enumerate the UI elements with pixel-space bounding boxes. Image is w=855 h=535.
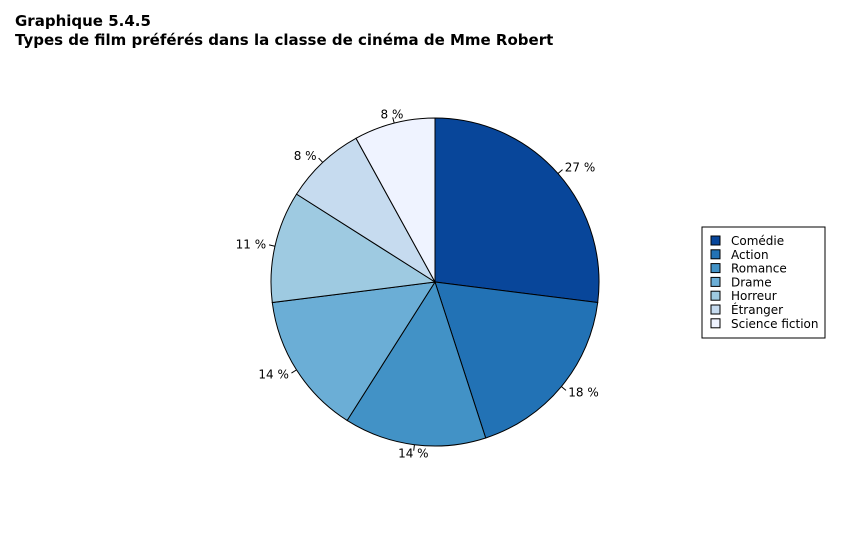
legend-label-etranger: Étranger [731, 302, 783, 317]
value-label-romance: 14 % [398, 447, 429, 461]
leader-line-drame [291, 369, 297, 374]
legend-swatch-drame [710, 276, 721, 287]
leader-line-comedie [557, 169, 563, 174]
legend-swatch-comedie [710, 235, 721, 246]
chart-header: Graphique 5.4.5 Types de film préférés d… [15, 12, 553, 50]
legend-swatch-action [710, 249, 721, 260]
value-label-etranger: 8 % [294, 149, 317, 163]
legend-label-drame: Drame [731, 275, 772, 289]
legend-label-horreur: Horreur [731, 289, 777, 303]
chart-title: Types de film préférés dans la classe de… [15, 31, 554, 49]
legend-swatch-romance [710, 263, 721, 274]
leader-line-science-fiction [392, 117, 395, 124]
value-label-drame: 14 % [258, 368, 289, 382]
pie-slices [270, 117, 600, 447]
legend-label-comedie: Comédie [731, 234, 784, 248]
slice-labels: 27 % 18 % 14 % 14 % 11 % 8 % 8 % [236, 107, 599, 460]
legend-swatch-etranger [710, 304, 721, 315]
legend-swatch-science-fiction [710, 318, 721, 329]
value-label-horreur: 11 % [236, 237, 267, 251]
leader-line-horreur [268, 244, 276, 247]
legend-swatch-horreur [710, 290, 721, 301]
leader-line-action [561, 386, 567, 391]
value-label-action: 18 % [568, 385, 599, 399]
leader-line-etranger [318, 157, 324, 163]
legend: ComédieActionRomanceDrameHorreurÉtranger… [701, 226, 826, 339]
chart-number: Graphique 5.4.5 [15, 12, 151, 30]
slice-horreur [270, 193, 437, 304]
slice-romance [346, 280, 487, 447]
legend-label-romance: Romance [731, 262, 787, 276]
slice-comedie [434, 117, 600, 304]
leader-line-romance [413, 444, 415, 451]
value-label-science-fiction: 8 % [381, 107, 404, 121]
legend-label-science-fiction: Science fiction [731, 317, 818, 331]
value-label-comedie: 27 % [565, 161, 596, 175]
legend-label-action: Action [731, 248, 769, 262]
legend-box [701, 226, 826, 339]
slice-science-fiction [355, 117, 436, 283]
